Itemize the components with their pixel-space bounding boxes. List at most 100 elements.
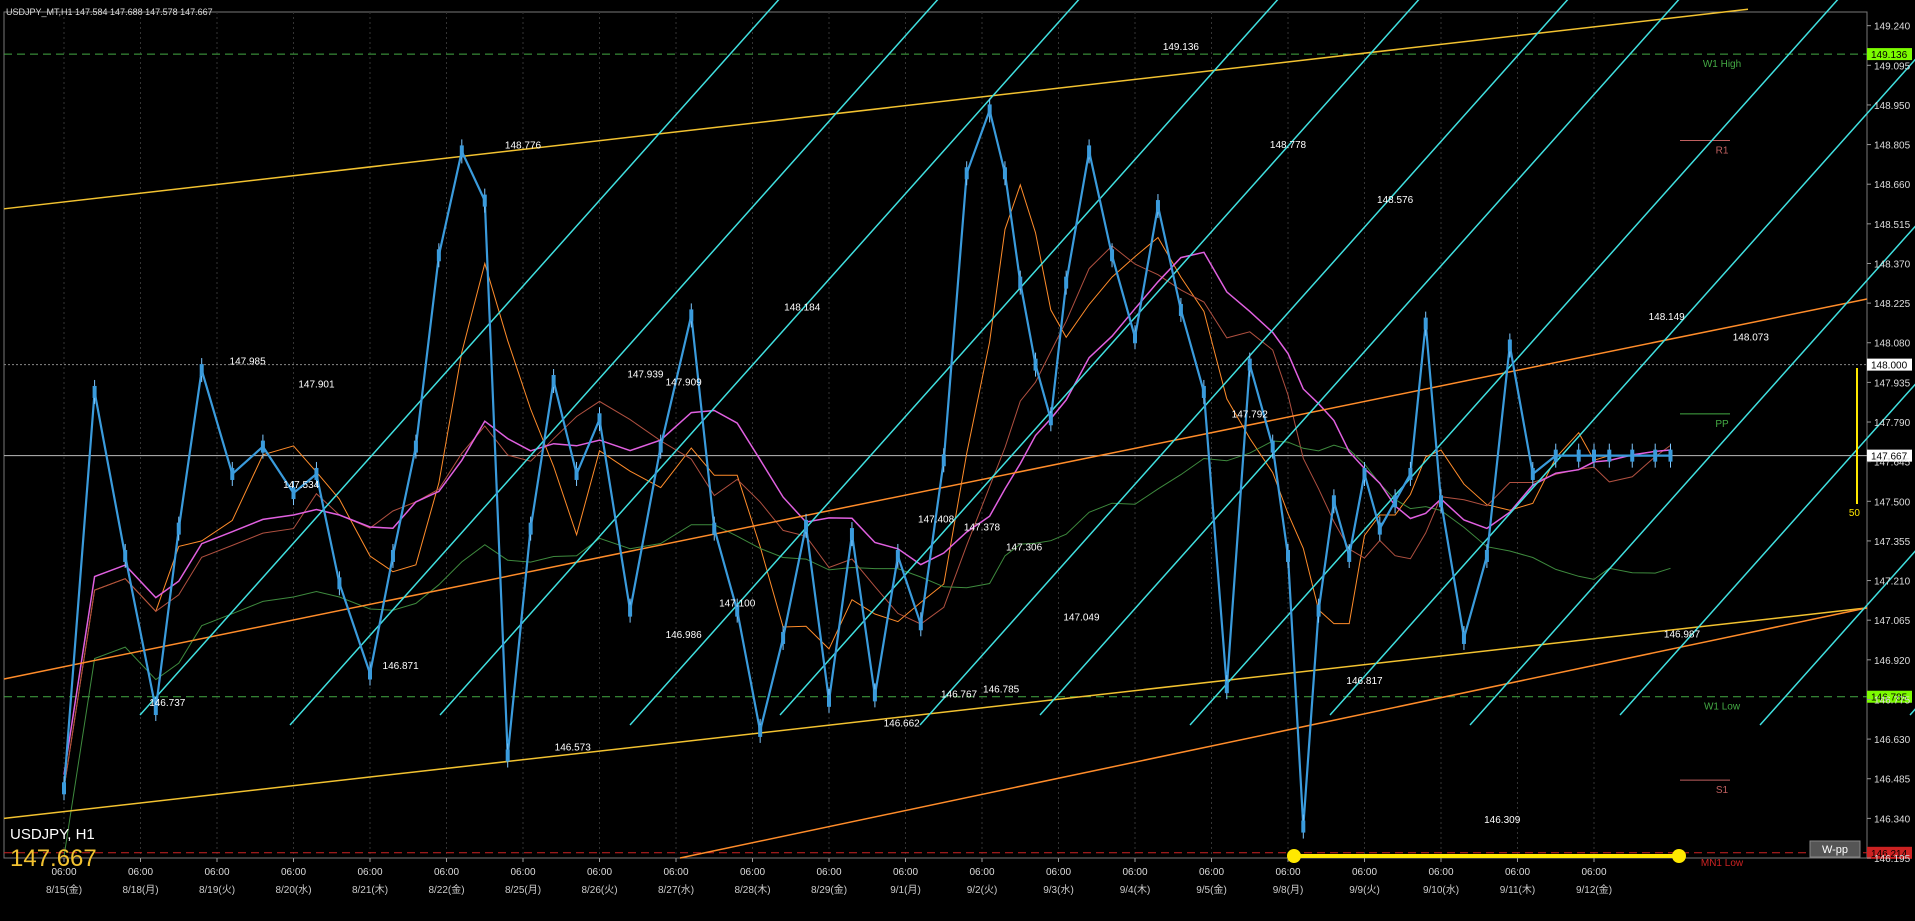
channel-line: [439, 0, 1080, 716]
candle-body: [628, 604, 633, 617]
y-tick-label: 148.515: [1874, 220, 1911, 231]
x-tick-date: 9/4(木): [1120, 884, 1151, 896]
candle-body: [735, 604, 740, 617]
candle-body: [1224, 681, 1229, 694]
candle-body: [1461, 631, 1466, 644]
x-tick-time: 06:00: [51, 867, 76, 878]
candle-body: [551, 375, 556, 388]
candle-body: [804, 519, 809, 532]
candle-body: [1270, 440, 1275, 453]
candle-body: [1133, 331, 1137, 344]
candle-body: [337, 577, 342, 590]
price-annotation: 149.136: [1163, 42, 1200, 53]
candle-body: [1110, 249, 1115, 262]
y-tick-label: 148.225: [1874, 299, 1911, 310]
y-tick-label: 147.210: [1874, 577, 1911, 588]
candle-body: [964, 167, 969, 180]
price-annotation: 147.985: [230, 357, 267, 368]
candle-body: [1408, 467, 1413, 480]
x-tick-date: 9/12(金): [1576, 883, 1612, 896]
channel-line: [1329, 58, 1915, 716]
candle-body: [1201, 385, 1206, 398]
x-tick-time: 06:00: [893, 867, 918, 878]
price-annotation: 147.306: [1006, 542, 1043, 553]
x-tick-date: 8/15(金): [46, 883, 82, 896]
candle-body: [1331, 495, 1336, 508]
price-annotations: 147.985 147.901 147.534 146.737 146.871 148.7…: [149, 42, 1769, 826]
y-tick-label: 148.370: [1874, 259, 1911, 270]
y-tick-label: 148.805: [1874, 141, 1911, 152]
y-tick-label: 146.630: [1874, 735, 1911, 746]
time-axis: 06:00 8/15(金) 06:00 8/18(月) 06:00 8/19(火) 06:0…: [46, 858, 1612, 896]
price-tag-text: 147.667: [1871, 452, 1908, 463]
x-tick-time: 06:00: [1505, 867, 1530, 878]
level-price-tag: [1867, 48, 1912, 61]
candle-body: [1423, 317, 1428, 330]
candle-body: [199, 364, 204, 377]
price-annotation: 146.662: [884, 718, 921, 729]
channel-line: [289, 0, 939, 726]
candle-body: [1301, 820, 1306, 833]
x-tick-time: 06:00: [816, 867, 841, 878]
candle-body: [827, 694, 831, 707]
range-handle-left[interactable]: [1287, 849, 1301, 863]
candle-body: [123, 549, 128, 562]
range-handle-right[interactable]: [1672, 849, 1686, 863]
candle-body: [1439, 495, 1443, 508]
x-tick-time: 06:00: [281, 867, 306, 878]
x-tick-time: 06:00: [587, 867, 612, 878]
x-tick-time: 06:00: [1428, 867, 1453, 878]
y-tick-label: 146.340: [1874, 814, 1911, 825]
y-tick-label: 147.645: [1874, 458, 1911, 469]
header-text: USDJPY_MT,H1 147.584 147.688 147.578 147…: [6, 7, 213, 17]
price-annotation: 147.378: [964, 523, 1001, 534]
x-tick-date: 9/1(月): [890, 884, 921, 896]
price-annotation: 146.987: [1664, 630, 1701, 641]
candle-body: [459, 145, 464, 158]
y-tick-label: 146.920: [1874, 656, 1911, 667]
symbol-timeframe: USDJPY, H1: [10, 826, 95, 843]
price-annotation: 148.778: [1270, 140, 1307, 151]
wpp-button[interactable]: W-pp: [1809, 840, 1861, 858]
candle-body: [390, 549, 395, 562]
candle-body: [1316, 604, 1321, 617]
candle-body: [658, 440, 663, 453]
range-selector[interactable]: [1287, 849, 1686, 863]
price-annotation: 147.408: [918, 514, 955, 525]
candle-body: [574, 467, 579, 480]
x-tick-time: 06:00: [1581, 867, 1606, 878]
channel-line: [779, 0, 1420, 716]
level-price-tag-text: 146.214: [1871, 849, 1908, 860]
level-price-tag: [1867, 846, 1912, 859]
x-tick-time: 06:00: [1275, 867, 1300, 878]
level-label: PP: [1715, 419, 1729, 430]
candle-body: [413, 440, 418, 453]
candle-body: [895, 549, 900, 562]
grid: [3, 11, 1868, 859]
candle-body: [291, 487, 296, 500]
x-tick-time: 06:00: [969, 867, 994, 878]
candle-body: [1048, 413, 1053, 426]
level-label: W1 High: [1703, 59, 1741, 70]
trendline-lower: [3, 607, 1868, 820]
x-tick-time: 06:00: [1122, 867, 1147, 878]
y-tick-label: 147.500: [1874, 497, 1911, 508]
candle-body: [987, 104, 992, 117]
candle-body: [849, 528, 854, 541]
price-annotation: 146.573: [555, 743, 592, 754]
candle-body: [918, 618, 923, 631]
channel-line: [139, 0, 780, 716]
y-tick-label: 148.660: [1874, 180, 1911, 191]
x-tick-time: 06:00: [204, 867, 229, 878]
y-tick-label: 149.240: [1874, 22, 1911, 33]
level-price-tag: [1867, 690, 1912, 703]
x-tick-date: 9/3(水): [1043, 884, 1074, 896]
price-annotation: 148.576: [1377, 195, 1414, 206]
candle-body: [92, 385, 97, 398]
candle-body: [482, 194, 487, 207]
x-tick-time: 06:00: [663, 867, 688, 878]
level-price-tag-text: 146.785: [1871, 693, 1908, 704]
price-annotation: 147.939: [627, 369, 664, 380]
x-tick-date: 8/25(月): [505, 884, 541, 896]
